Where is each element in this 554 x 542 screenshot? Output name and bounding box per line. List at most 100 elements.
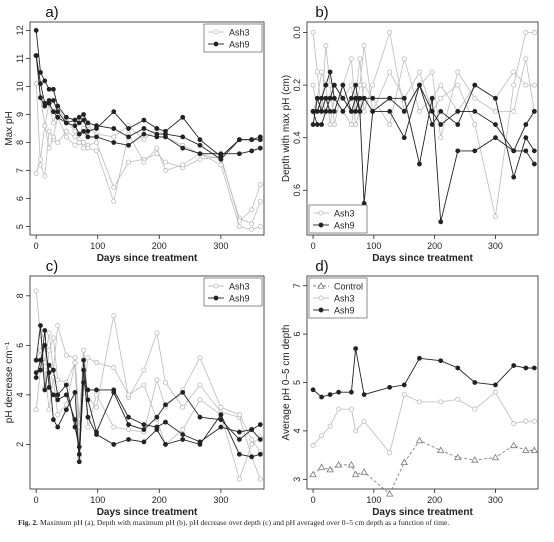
- data-point: [111, 313, 117, 319]
- y-tick-label: 6: [15, 196, 25, 201]
- data-point: [72, 128, 78, 134]
- data-point: [437, 446, 445, 453]
- y-tick-label: 5: [292, 380, 302, 385]
- data-point: [94, 392, 100, 398]
- data-point: [141, 137, 147, 143]
- data-point: [323, 109, 329, 114]
- data-point: [81, 117, 86, 123]
- data-point: [141, 382, 147, 388]
- plot-frame: [29, 21, 265, 236]
- y-tick-label: 7: [292, 283, 302, 288]
- data-point: [348, 389, 354, 395]
- data-point: [314, 69, 320, 75]
- data-point: [94, 432, 99, 437]
- data-point: [491, 453, 500, 461]
- y-tick-label: 12: [15, 25, 25, 35]
- legend-swatch-marker: [317, 282, 325, 289]
- series-line: [312, 391, 535, 454]
- data-point: [455, 365, 461, 371]
- data-point: [50, 134, 56, 140]
- data-point: [42, 78, 48, 84]
- data-point: [154, 134, 160, 140]
- series-ash3-1: [310, 30, 537, 220]
- data-point: [327, 122, 333, 128]
- data-point: [163, 442, 168, 447]
- data-point: [417, 82, 422, 88]
- data-point: [42, 123, 48, 129]
- data-point: [249, 441, 255, 447]
- data-point: [141, 126, 147, 131]
- data-point: [51, 98, 56, 103]
- data-point: [472, 95, 478, 101]
- data-point: [310, 387, 316, 393]
- data-point: [249, 137, 255, 143]
- data-point: [111, 365, 117, 371]
- panel-c: 0 100 200 300 2 4 6 8 Days since treatment pH dec…: [4, 258, 265, 518]
- data-point: [455, 69, 461, 75]
- data-point: [531, 30, 537, 36]
- data-point: [351, 470, 360, 478]
- data-point: [72, 117, 78, 123]
- y-tick-label: 11: [15, 54, 25, 63]
- data-point: [523, 82, 529, 88]
- data-point: [111, 184, 117, 190]
- data-point: [126, 422, 131, 428]
- x-tick-label: 100: [366, 241, 381, 251]
- x-tick-label: 300: [213, 241, 228, 251]
- data-point: [51, 367, 56, 373]
- data-point: [81, 145, 87, 151]
- data-point: [523, 135, 529, 141]
- series-line: [313, 71, 535, 179]
- data-point: [162, 159, 168, 165]
- data-point: [531, 82, 537, 88]
- data-point: [154, 414, 160, 420]
- data-point: [257, 451, 263, 457]
- y-tick-label: 6: [292, 332, 302, 337]
- data-point: [76, 459, 82, 465]
- data-point: [94, 148, 100, 154]
- x-axis-label: Days since treatment: [372, 507, 473, 518]
- caption-label: Fig. 2.: [18, 518, 39, 527]
- series-ash9-6: [310, 82, 537, 225]
- data-point: [180, 134, 186, 140]
- legend-swatch-marker: [318, 295, 324, 301]
- data-point: [76, 114, 82, 120]
- y-tick-label: 0.0: [292, 26, 302, 39]
- data-point: [387, 450, 393, 456]
- data-point: [63, 352, 69, 358]
- data-point: [197, 442, 203, 447]
- legend-label: Control: [334, 282, 363, 292]
- data-point: [249, 436, 255, 442]
- y-axis-label: pH decrease cm⁻¹: [4, 341, 15, 423]
- series-ash9-5: [310, 69, 537, 180]
- series-ash9-5: [33, 53, 263, 159]
- panel-letter: d): [315, 258, 328, 275]
- y-tick-label: 10: [15, 81, 25, 91]
- data-point: [85, 424, 91, 430]
- data-point: [530, 446, 539, 453]
- data-point: [81, 112, 86, 117]
- data-point: [218, 412, 224, 418]
- data-point: [327, 109, 333, 114]
- y-tick-label: 4: [15, 392, 25, 397]
- data-point: [180, 162, 186, 168]
- data-point: [454, 453, 462, 461]
- panel-b: 0 100 200 300 0.0 0.2 0.4 0.6 Days since treatme…: [281, 4, 539, 264]
- data-point: [236, 224, 242, 230]
- data-point: [319, 433, 325, 439]
- legend-label: Ash9: [334, 306, 355, 316]
- data-point: [327, 423, 333, 429]
- data-point: [94, 126, 99, 131]
- data-point: [531, 148, 537, 154]
- data-point: [257, 145, 263, 151]
- data-point: [387, 30, 393, 36]
- legend-label: Ash9: [229, 294, 250, 304]
- data-point: [81, 128, 86, 134]
- data-point: [197, 142, 203, 148]
- legend: Control Ash3 Ash9: [308, 277, 368, 319]
- data-point: [51, 109, 56, 115]
- data-point: [162, 168, 168, 174]
- data-point: [85, 387, 91, 393]
- data-point: [111, 134, 117, 140]
- y-tick-label: 0.4: [292, 131, 302, 144]
